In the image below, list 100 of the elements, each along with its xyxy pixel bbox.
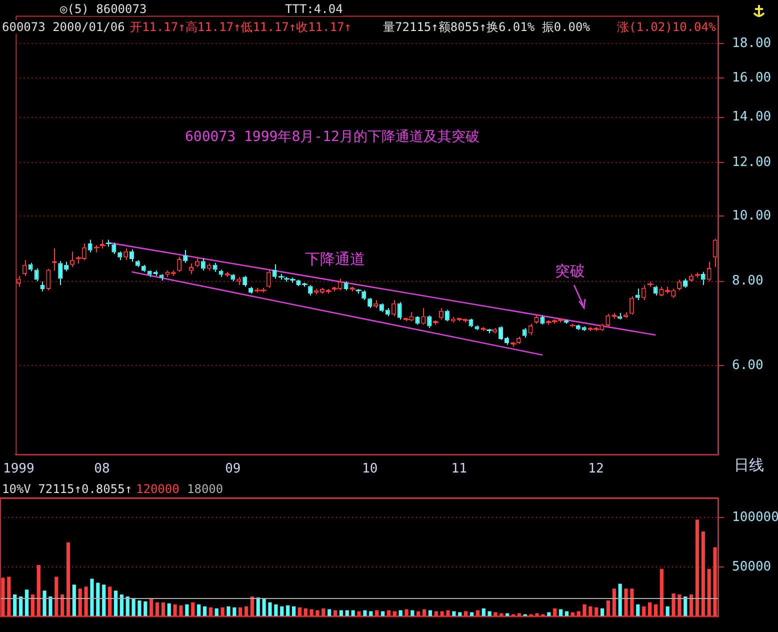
candlestick: [141, 264, 146, 272]
bar: [416, 611, 420, 616]
y-tick-label: 100000: [732, 510, 778, 526]
candlestick: [22, 260, 27, 276]
bar: [150, 598, 154, 616]
bar: [226, 606, 230, 616]
bar: [161, 602, 165, 616]
annotation: 量72115↑额8055↑换6.01% 振0.00%: [383, 20, 590, 34]
bar: [654, 604, 658, 616]
x-tick-label: 1999: [3, 462, 34, 477]
bar: [280, 606, 284, 616]
text: 日线: [734, 456, 764, 476]
bar: [398, 610, 402, 616]
bar: [535, 613, 539, 616]
bar: [268, 602, 272, 616]
bar: [506, 613, 510, 616]
x-tick-label: 10: [362, 462, 378, 477]
y-tick-label: 50000: [732, 559, 772, 574]
bar: [351, 610, 355, 616]
annotation: TTT:4.04: [285, 2, 343, 16]
bar: [582, 604, 586, 616]
bar: [375, 610, 379, 616]
annotation: 开11.17↑高11.17↑低11.17↑收11.17↑: [130, 20, 352, 34]
bar: [96, 582, 100, 616]
bar: [48, 596, 52, 616]
bar: [345, 610, 349, 616]
y-tick-label: 12.00: [732, 154, 772, 170]
bar: [707, 568, 711, 616]
bar: [144, 601, 148, 616]
candlestick: [212, 262, 218, 272]
bar: [618, 584, 622, 616]
candlestick: [40, 281, 45, 292]
bar: [220, 607, 224, 616]
bar: [30, 594, 34, 616]
bar: [238, 607, 242, 616]
bar: [386, 610, 390, 616]
candlestick: [236, 276, 242, 286]
bar: [102, 584, 106, 616]
bar: [18, 596, 23, 616]
bar: [392, 611, 396, 616]
candlestick: [635, 288, 640, 301]
candlestick: [606, 313, 610, 327]
bar: [214, 608, 218, 616]
y-tick-label: 6.00: [732, 358, 764, 373]
bar: [369, 611, 373, 616]
bar: [600, 608, 604, 616]
candlestick: [522, 328, 527, 338]
candlestick: [242, 275, 248, 288]
bar: [244, 606, 248, 616]
candlestick: [130, 248, 134, 262]
bar: [108, 586, 112, 616]
bar: [666, 606, 670, 616]
candlestick: [700, 271, 706, 286]
bar: [42, 590, 46, 616]
bar: [363, 610, 367, 616]
bar: [232, 607, 236, 616]
annotation: 600073 2000/01/06: [2, 20, 125, 34]
bar: [636, 604, 640, 616]
bar: [262, 598, 266, 616]
bar: [191, 602, 195, 616]
bar: [132, 598, 136, 616]
candlestick: [46, 268, 51, 291]
bar: [179, 605, 183, 616]
bar: [648, 602, 652, 616]
bar: [642, 606, 646, 616]
x-tick-label: 11: [451, 462, 467, 477]
bar: [476, 610, 480, 616]
bar: [24, 590, 28, 616]
candlestick: [177, 256, 182, 272]
candlestick: [385, 308, 390, 317]
bar: [173, 604, 177, 616]
candlestick: [450, 316, 456, 323]
bar: [440, 611, 444, 616]
bar: [428, 610, 432, 616]
bar: [202, 606, 206, 616]
bar: [155, 602, 160, 616]
bar: [612, 588, 616, 616]
bar: [630, 588, 634, 616]
bar: [422, 609, 426, 616]
bar: [690, 594, 694, 616]
y-tick-label: 8.00: [732, 274, 764, 289]
candlestick: [58, 260, 63, 286]
bar: [126, 596, 130, 616]
bar: [695, 520, 700, 616]
candlestick: [397, 302, 402, 320]
bar: [594, 607, 598, 616]
annotation: 突破: [555, 262, 585, 281]
candlestick: [88, 239, 92, 253]
y-tick-label: 10.00: [732, 208, 772, 224]
bar: [517, 613, 521, 616]
bar: [72, 584, 76, 616]
bar: [452, 611, 456, 616]
bar: [60, 594, 64, 616]
candlestick: [391, 300, 396, 317]
candlestick: [618, 312, 622, 320]
bar: [404, 609, 408, 616]
candlestick: [706, 261, 712, 282]
bar: [434, 611, 438, 616]
bar: [286, 605, 290, 616]
bar: [558, 609, 563, 616]
